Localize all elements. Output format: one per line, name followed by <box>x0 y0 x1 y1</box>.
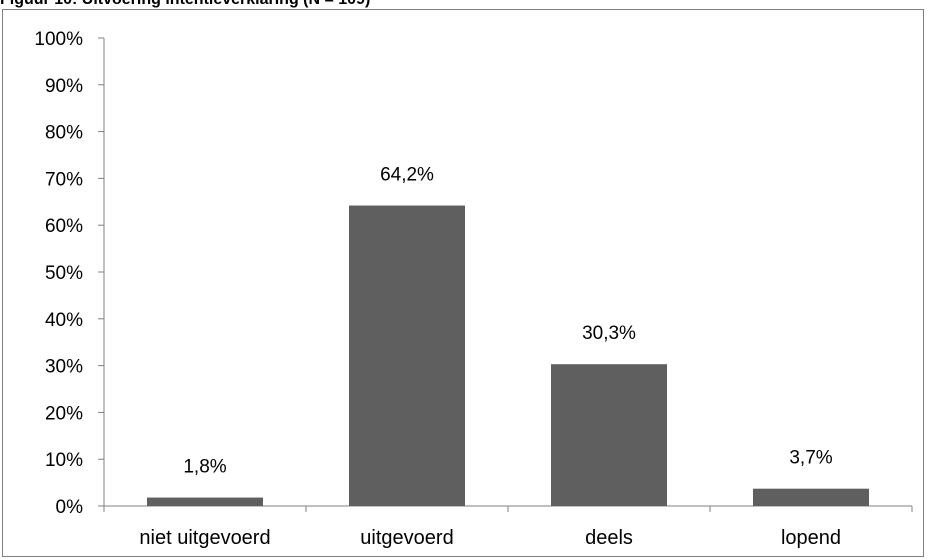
bar <box>551 364 667 506</box>
category-label: niet uitgevoerd <box>139 527 270 549</box>
bar <box>349 205 465 506</box>
category-labels: niet uitgevoerd uitgevoerd deels lopend <box>139 527 841 549</box>
y-tick-label: 50% <box>45 263 83 284</box>
y-tick-label: 100% <box>34 29 83 50</box>
category-label: uitgevoerd <box>360 527 453 549</box>
y-tick-label: 30% <box>45 357 83 378</box>
data-label: 1,8% <box>183 457 226 478</box>
figure-title: Figuur 10: Uitvoering intentieverklaring… <box>0 0 370 9</box>
data-label: 64,2% <box>380 165 434 186</box>
y-tick-label: 90% <box>45 76 83 97</box>
y-tick-label: 10% <box>45 450 83 471</box>
category-label: lopend <box>781 527 841 549</box>
y-tick-label: 80% <box>45 123 83 144</box>
data-label: 3,7% <box>789 448 832 469</box>
data-labels: 1,8% 64,2% 30,3% 3,7% <box>183 165 832 478</box>
bars <box>147 205 869 506</box>
bar <box>753 488 869 506</box>
bar <box>147 497 263 506</box>
category-label: deels <box>585 527 633 549</box>
y-tick-labels: 0% 10% 20% 30% 40% 50% 60% 70% 80% 90% 100% <box>34 29 83 518</box>
y-tick-label: 70% <box>45 169 83 190</box>
y-tick-label: 60% <box>45 216 83 237</box>
data-label: 30,3% <box>582 323 636 344</box>
y-tick-label: 0% <box>56 497 84 518</box>
y-tick-label: 20% <box>45 403 83 424</box>
y-tick-label: 40% <box>45 310 83 331</box>
chart-axes <box>98 37 913 512</box>
